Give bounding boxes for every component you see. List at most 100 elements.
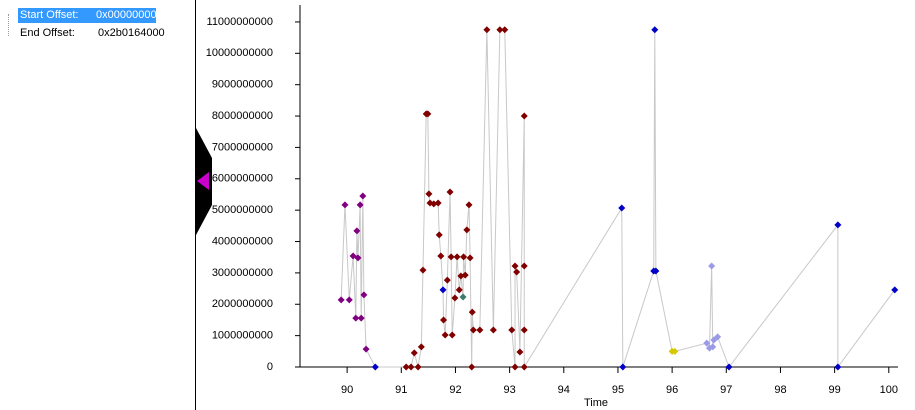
point — [448, 331, 456, 339]
point — [352, 314, 360, 322]
point — [353, 227, 361, 235]
point — [437, 252, 445, 260]
y-tick-label: 10000000000 — [206, 47, 273, 59]
point — [446, 188, 454, 196]
point — [513, 268, 521, 276]
y-tick-label: 5000000000 — [212, 204, 273, 216]
offset-panel: Start Offset: 0x00000000 End Offset: 0x2… — [0, 0, 196, 410]
point — [356, 201, 364, 209]
point — [410, 349, 418, 357]
point — [455, 286, 463, 294]
x-tick-label: 91 — [395, 384, 407, 396]
point — [463, 226, 471, 234]
x-tick-label: 95 — [612, 384, 624, 396]
point — [434, 199, 442, 207]
point — [891, 286, 899, 294]
point — [402, 363, 410, 371]
point — [451, 294, 459, 302]
point — [469, 326, 477, 334]
point — [461, 271, 469, 279]
item-value: 0x2b0164000 — [98, 27, 165, 39]
point — [439, 286, 447, 294]
point — [489, 326, 497, 334]
y-tick-label: 0 — [267, 361, 273, 373]
point — [435, 231, 443, 239]
x-axis-label: Time — [584, 397, 608, 409]
y-tick-label: 9000000000 — [212, 79, 273, 91]
point — [508, 326, 516, 334]
point — [496, 26, 504, 34]
y-tick-label: 8000000000 — [212, 110, 273, 122]
splitter-arrow — [197, 172, 209, 190]
point — [516, 348, 524, 356]
point — [425, 190, 433, 198]
point — [501, 26, 509, 34]
x-tick-label: 93 — [504, 384, 516, 396]
point — [511, 363, 519, 371]
point — [834, 363, 842, 371]
point — [414, 363, 422, 371]
x-tick-label: 97 — [720, 384, 732, 396]
point — [465, 201, 473, 209]
point — [834, 221, 842, 229]
point — [440, 316, 448, 324]
point — [424, 110, 432, 118]
point — [362, 345, 370, 353]
point — [357, 314, 365, 322]
point — [619, 363, 627, 371]
tree-guide — [8, 14, 10, 36]
point — [703, 339, 711, 347]
point — [651, 26, 659, 34]
point — [520, 262, 528, 270]
item-value: 0x00000000 — [96, 9, 157, 21]
y-tick-label: 7000000000 — [212, 141, 273, 153]
point — [725, 363, 733, 371]
point — [419, 266, 427, 274]
item-label: End Offset: — [20, 27, 75, 39]
point — [466, 254, 474, 262]
point — [476, 326, 484, 334]
x-tick-label: 92 — [449, 384, 461, 396]
point — [359, 192, 367, 200]
point — [714, 333, 722, 341]
x-tick-label: 96 — [666, 384, 678, 396]
point — [511, 262, 519, 270]
point — [483, 26, 491, 34]
point — [447, 253, 455, 261]
point — [468, 308, 476, 316]
point — [349, 252, 357, 260]
y-tick-label: 2000000000 — [212, 298, 273, 310]
point — [337, 296, 345, 304]
connector-line — [340, 29, 896, 369]
x-tick-label: 90 — [341, 384, 353, 396]
point — [360, 291, 368, 299]
point — [468, 363, 476, 371]
y-tick-label: 4000000000 — [212, 235, 273, 247]
point — [417, 343, 425, 351]
point — [520, 363, 528, 371]
x-tick-label: 94 — [558, 384, 570, 396]
y-tick-label: 1000000000 — [212, 330, 273, 342]
y-tick-label: 11000000000 — [207, 16, 273, 28]
point — [407, 363, 415, 371]
item-label: Start Offset: — [20, 9, 79, 21]
x-tick-label: 99 — [829, 384, 841, 396]
point — [345, 296, 353, 304]
point — [441, 331, 449, 339]
point — [459, 293, 467, 301]
point — [354, 254, 362, 262]
point — [460, 253, 468, 261]
point — [341, 201, 349, 209]
y-tick-label: 3000000000 — [212, 267, 273, 279]
point — [443, 276, 451, 284]
point — [618, 204, 626, 212]
x-tick-label: 98 — [774, 384, 786, 396]
point — [520, 112, 528, 120]
x-tick-label: 100 — [880, 384, 898, 396]
point — [371, 363, 379, 371]
tree-item[interactable]: Start Offset: 0x00000000 — [18, 8, 157, 23]
point — [453, 253, 461, 261]
point — [671, 347, 679, 355]
y-tick-label: 6000000000 — [212, 173, 273, 185]
